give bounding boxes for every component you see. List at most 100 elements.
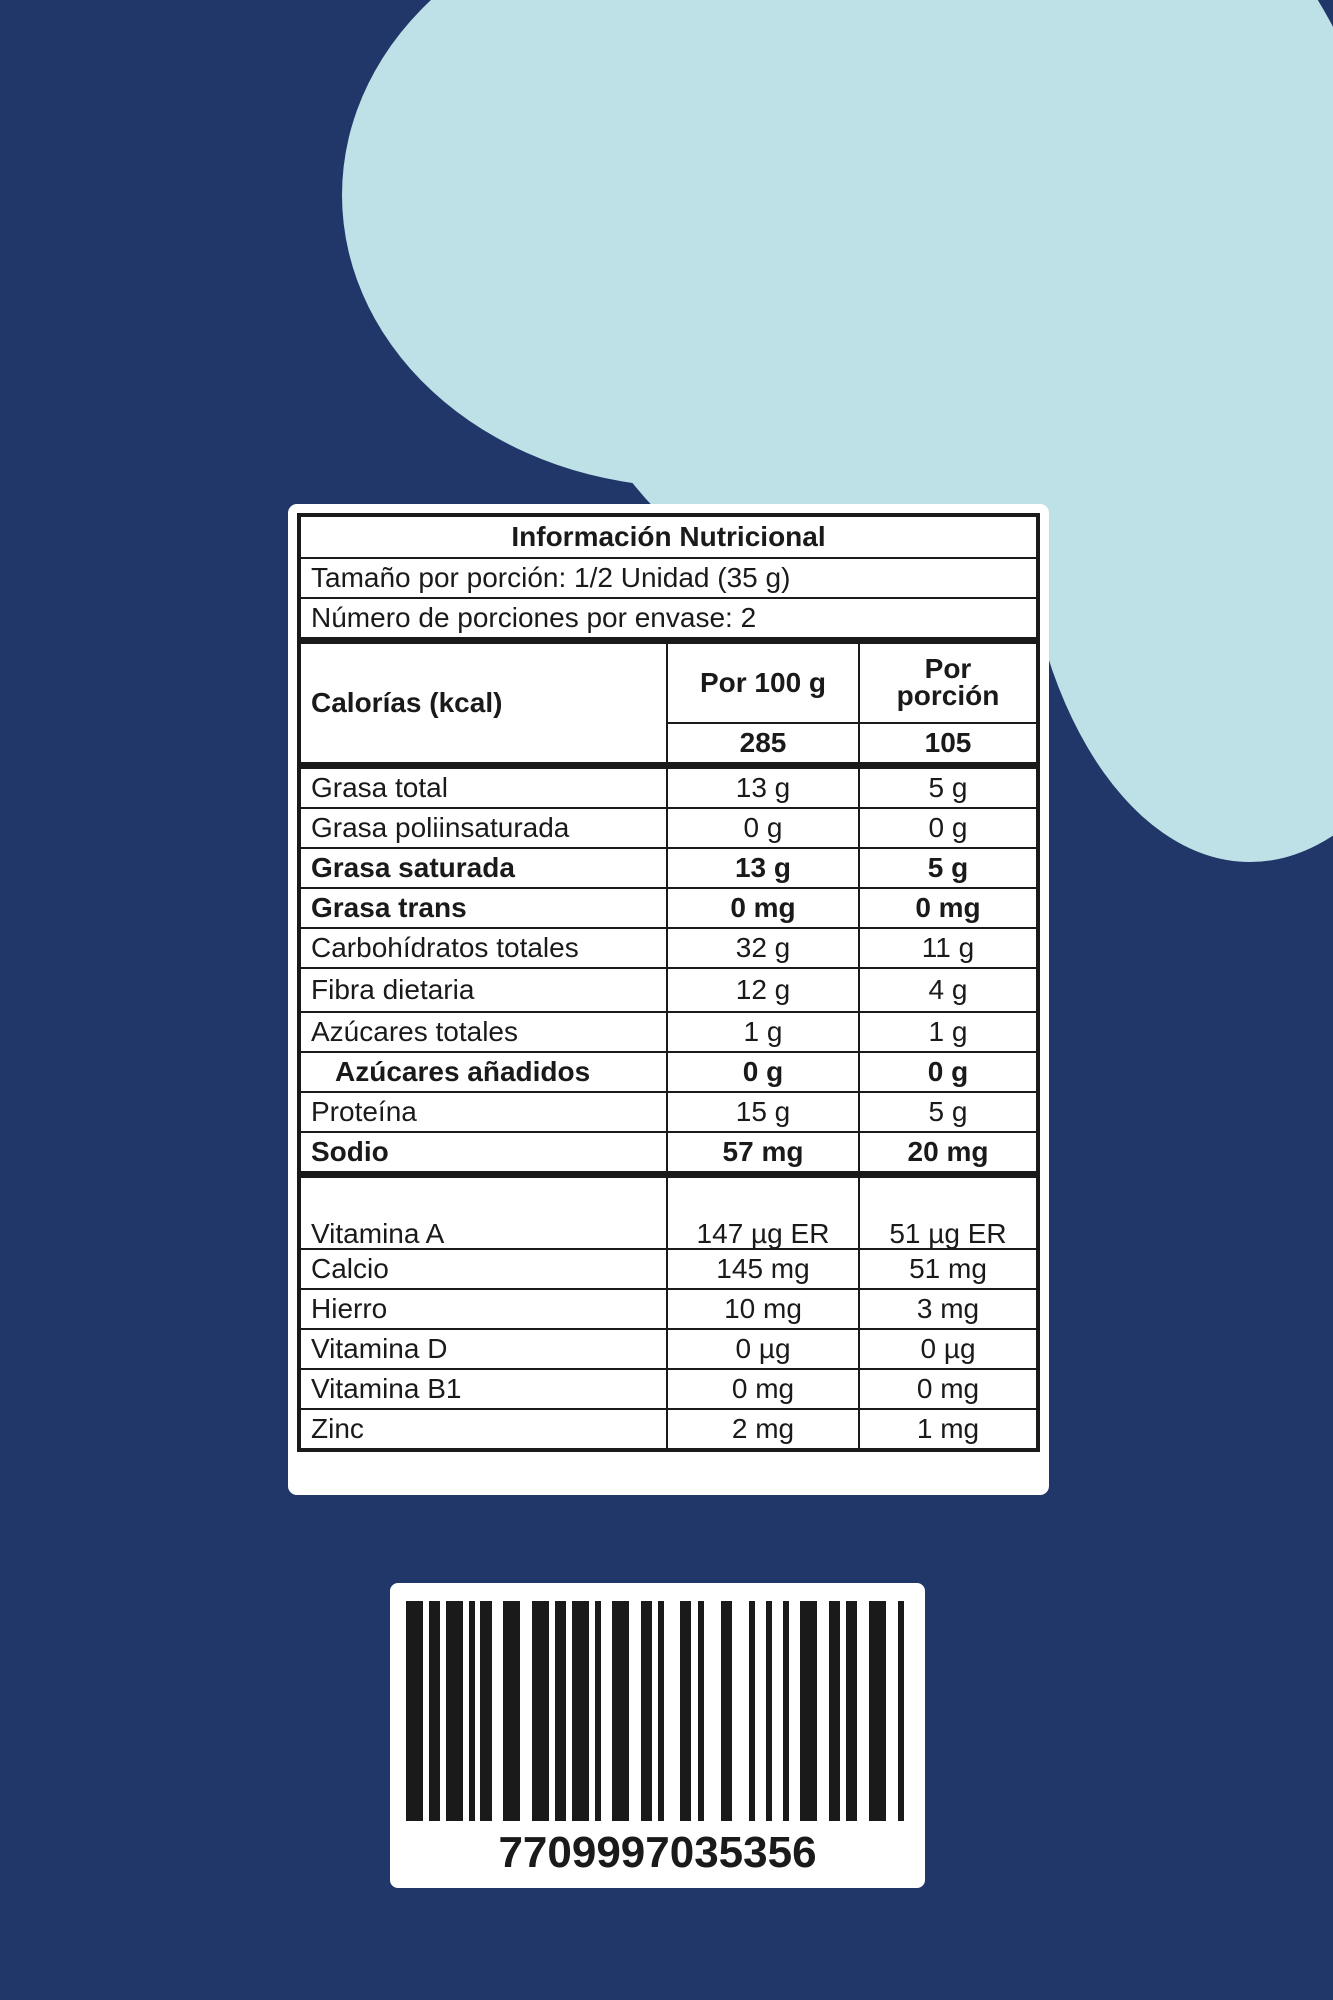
value-per-100g: 0 mg [666, 887, 860, 929]
value-per-portion: 3 mg [858, 1288, 1039, 1330]
nutrient-name: Grasa saturada [298, 847, 668, 889]
table-row: Calcio 145 mg 51 mg [298, 1248, 1039, 1290]
barcode-bar [572, 1601, 589, 1821]
barcode-bar [869, 1601, 886, 1821]
table-row: Zinc 2 mg 1 mg [298, 1408, 1039, 1451]
value-per-portion: 51 µg ER [858, 1171, 1039, 1250]
table-row: Sodio 57 mg 20 mg [298, 1131, 1039, 1176]
nutrient-name: Hierro [298, 1288, 668, 1330]
value-per-portion: 5 g [858, 762, 1039, 809]
barcode-bar [406, 1601, 423, 1821]
barcode-bar [846, 1601, 857, 1821]
value-per-portion: 20 mg [858, 1131, 1039, 1176]
value-per-100g: 0 mg [666, 1368, 860, 1410]
col-header-100g: Por 100 g [666, 637, 860, 724]
value-per-portion: 0 mg [858, 887, 1039, 929]
calories-label: Calorías (kcal) [298, 637, 668, 767]
nutrient-name: Zinc [298, 1408, 668, 1451]
value-per-100g: 15 g [666, 1091, 860, 1133]
barcode-bar [829, 1601, 840, 1821]
table-row: Grasa trans 0 mg 0 mg [298, 887, 1039, 929]
nutrient-name: Grasa total [298, 762, 668, 809]
value-per-portion: 0 g [858, 807, 1039, 849]
nutrient-name: Grasa trans [298, 887, 668, 929]
barcode-bar [680, 1601, 691, 1821]
barcode-bar [532, 1601, 549, 1821]
nutrient-name: Vitamina A [298, 1171, 668, 1250]
barcode-number: 7709997035356 [498, 1828, 817, 1877]
value-per-portion: 5 g [858, 1091, 1039, 1133]
barcode-bar [783, 1601, 789, 1821]
table-row: Carbohídratos totales 32 g 11 g [298, 927, 1039, 969]
value-per-100g: 1 g [666, 1011, 860, 1053]
table-row: Vitamina A 147 µg ER 51 µg ER [298, 1171, 1039, 1250]
col-header-portion: Por porción [858, 637, 1039, 724]
nutrient-name: Grasa poliinsaturada [298, 807, 668, 849]
barcode-bar [898, 1601, 904, 1821]
value-per-100g: 10 mg [666, 1288, 860, 1330]
barcode-bar [766, 1601, 772, 1821]
value-per-portion: 5 g [858, 847, 1039, 889]
barcode-bar [800, 1601, 817, 1821]
barcode-bar [555, 1601, 566, 1821]
value-per-portion: 1 g [858, 1011, 1039, 1053]
value-per-100g: 0 µg [666, 1328, 860, 1370]
nutrient-name: Sodio [298, 1131, 668, 1176]
value-per-portion: 1 mg [858, 1408, 1039, 1451]
value-per-portion: 0 g [858, 1051, 1039, 1093]
nutrition-table: Información Nutricional Tamaño por porci… [297, 513, 1040, 1452]
value-per-100g: 0 g [666, 1051, 860, 1093]
servings-per-container: Número de porciones por envase: 2 [298, 597, 1039, 642]
value-per-100g: 12 g [666, 967, 860, 1013]
barcode-bars [406, 1601, 904, 1821]
barcode-bar [721, 1601, 732, 1821]
nutrient-name: Vitamina D [298, 1328, 668, 1370]
barcode-bar [698, 1601, 704, 1821]
barcode-bar [480, 1601, 492, 1821]
nutrient-name: Fibra dietaria [298, 967, 668, 1013]
value-per-100g: 13 g [666, 847, 860, 889]
value-per-100g: 147 µg ER [666, 1171, 860, 1250]
barcode-bar [749, 1601, 755, 1821]
value-per-100g: 145 mg [666, 1248, 860, 1290]
nutrient-name: Calcio [298, 1248, 668, 1290]
barcode-bar [595, 1601, 601, 1821]
value-per-100g: 2 mg [666, 1408, 860, 1451]
nutrient-name: Azúcares añadidos [298, 1051, 668, 1093]
barcode-bar [469, 1601, 475, 1821]
barcode-bar [429, 1601, 440, 1821]
nutrient-name: Vitamina B1 [298, 1368, 668, 1410]
serving-size: Tamaño por porción: 1/2 Unidad (35 g) [298, 557, 1039, 599]
barcode: 7709997035356 [390, 1583, 925, 1888]
table-row: Hierro 10 mg 3 mg [298, 1288, 1039, 1330]
barcode-bar [641, 1601, 652, 1821]
value-per-100g: 13 g [666, 762, 860, 809]
nutrient-name: Azúcares totales [298, 1011, 668, 1053]
value-per-100g: 32 g [666, 927, 860, 969]
calories-100g: 285 [666, 722, 860, 767]
nutrition-facts-panel: Información Nutricional Tamaño por porci… [288, 504, 1049, 1495]
value-per-portion: 11 g [858, 927, 1039, 969]
barcode-bar [446, 1601, 463, 1821]
value-per-portion: 0 mg [858, 1368, 1039, 1410]
calories-portion: 105 [858, 722, 1039, 767]
value-per-100g: 57 mg [666, 1131, 860, 1176]
value-per-portion: 0 µg [858, 1328, 1039, 1370]
table-title: Información Nutricional [298, 514, 1039, 559]
barcode-bar [658, 1601, 664, 1821]
value-per-100g: 0 g [666, 807, 860, 849]
value-per-portion: 51 mg [858, 1248, 1039, 1290]
nutrient-name: Proteína [298, 1091, 668, 1133]
nutrient-name: Carbohídratos totales [298, 927, 668, 969]
barcode-bar [503, 1601, 520, 1821]
value-per-portion: 4 g [858, 967, 1039, 1013]
